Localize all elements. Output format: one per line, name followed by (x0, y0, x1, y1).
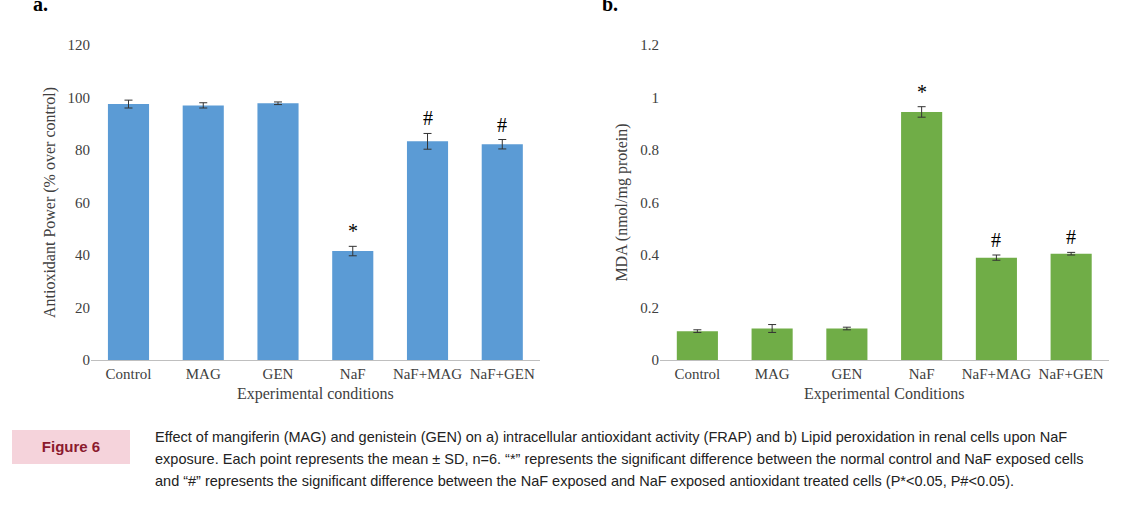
svg-text:0.6: 0.6 (640, 195, 659, 211)
svg-text:Control: Control (674, 366, 720, 382)
svg-text:NaF+GEN: NaF+GEN (470, 366, 535, 382)
svg-text:80: 80 (75, 142, 90, 158)
svg-text:Antioxidant Power (% over cont: Antioxidant Power (% over control) (41, 87, 59, 318)
svg-text:0: 0 (83, 352, 91, 368)
svg-text:NaF: NaF (909, 366, 935, 382)
svg-text:100: 100 (68, 90, 91, 106)
svg-text:MAG: MAG (755, 366, 790, 382)
svg-text:GEN: GEN (831, 366, 862, 382)
svg-text:NaF+MAG: NaF+MAG (962, 366, 1031, 382)
svg-text:MAG: MAG (186, 366, 221, 382)
svg-text:MDA (nmol/mg protein): MDA (nmol/mg protein) (613, 123, 631, 281)
svg-text:Experimental conditions: Experimental conditions (237, 385, 394, 403)
svg-text:Experimental Conditions: Experimental Conditions (804, 385, 964, 403)
svg-text:#: # (1066, 226, 1076, 248)
svg-text:GEN: GEN (263, 366, 294, 382)
svg-text:b.: b. (602, 0, 618, 15)
svg-text:0.8: 0.8 (640, 142, 659, 158)
html-text:Effect of mangiferin (MAG) and: Effect of mangiferin (MAG) and genistein… (155, 429, 1084, 489)
svg-text:20: 20 (75, 300, 90, 316)
svg-text:NaF+MAG: NaF+MAG (393, 366, 462, 382)
svg-text:NaF: NaF (340, 366, 366, 382)
svg-text:a.: a. (33, 0, 48, 15)
svg-text:*: * (917, 81, 927, 103)
svg-text:NaF+GEN: NaF+GEN (1039, 366, 1104, 382)
svg-text:0.4: 0.4 (640, 247, 659, 263)
svg-text:0: 0 (651, 352, 659, 368)
svg-text:#: # (497, 114, 507, 136)
svg-text:0.2: 0.2 (640, 300, 659, 316)
svg-text:120: 120 (68, 37, 91, 53)
svg-text:1: 1 (651, 90, 659, 106)
svg-text:*: * (348, 220, 358, 242)
svg-text:#: # (991, 229, 1001, 251)
svg-text:40: 40 (75, 247, 90, 263)
html-text:Figure 6: Figure 6 (41, 438, 101, 455)
svg-text:Control: Control (106, 366, 152, 382)
svg-text:1.2: 1.2 (640, 37, 659, 53)
svg-text:60: 60 (75, 195, 90, 211)
svg-text:#: # (423, 107, 433, 129)
